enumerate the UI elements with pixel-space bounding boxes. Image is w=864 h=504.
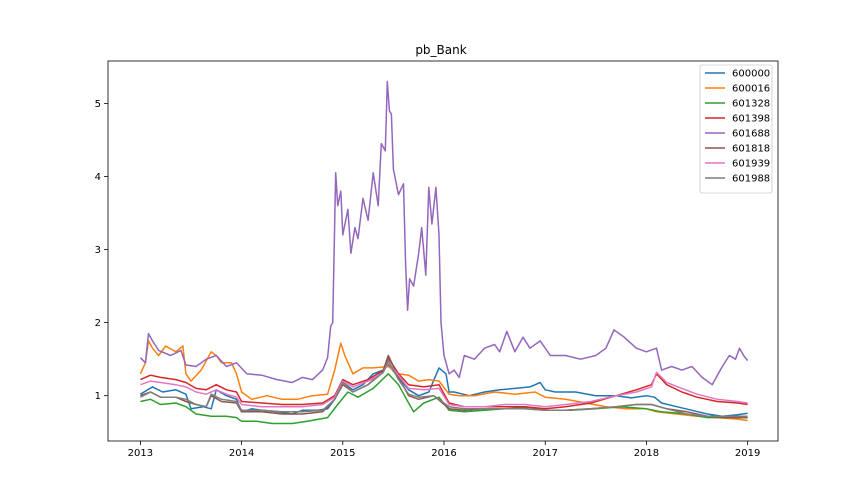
x-tick-label: 2019 [735,448,760,459]
legend-box [699,64,773,194]
x-axis: 2013 2014 2015 2016 2017 2018 2019 [128,441,760,459]
legend: 600000 600016 601328 601398 601688 601818 6019… [699,64,773,194]
legend-label-601818: 601818 [732,144,770,155]
y-tick-label: 4 [95,172,101,183]
x-tick-label: 2015 [330,448,355,459]
y-axis: 1 2 3 4 5 [95,99,108,402]
x-tick-label: 2017 [532,448,557,459]
series-line-600000 [140,364,748,417]
x-tick-label: 2018 [634,448,659,459]
legend-label-601328: 601328 [732,99,770,110]
legend-label-601939: 601939 [732,159,770,170]
legend-label-601398: 601398 [732,114,770,125]
series-line-601688 [139,80,749,386]
y-tick-label: 3 [95,245,101,256]
plot-lines [139,80,749,425]
legend-label-601688: 601688 [732,129,770,140]
legend-label-600016: 600016 [732,84,770,95]
series-line-601939 [140,362,748,408]
y-tick-label: 5 [95,99,101,110]
plot-area-frame [107,60,779,442]
series-line-601988 [140,359,748,417]
legend-label-600000: 600000 [732,69,770,80]
chart-title: pb_Bank [415,43,466,57]
x-tick-label: 2014 [229,448,254,459]
y-tick-label: 1 [95,391,101,402]
x-tick-label: 2013 [128,448,153,459]
legend-label-601988: 601988 [732,174,770,185]
series-line-600016 [139,340,748,422]
y-tick-label: 2 [95,318,101,329]
x-tick-label: 2016 [431,448,456,459]
